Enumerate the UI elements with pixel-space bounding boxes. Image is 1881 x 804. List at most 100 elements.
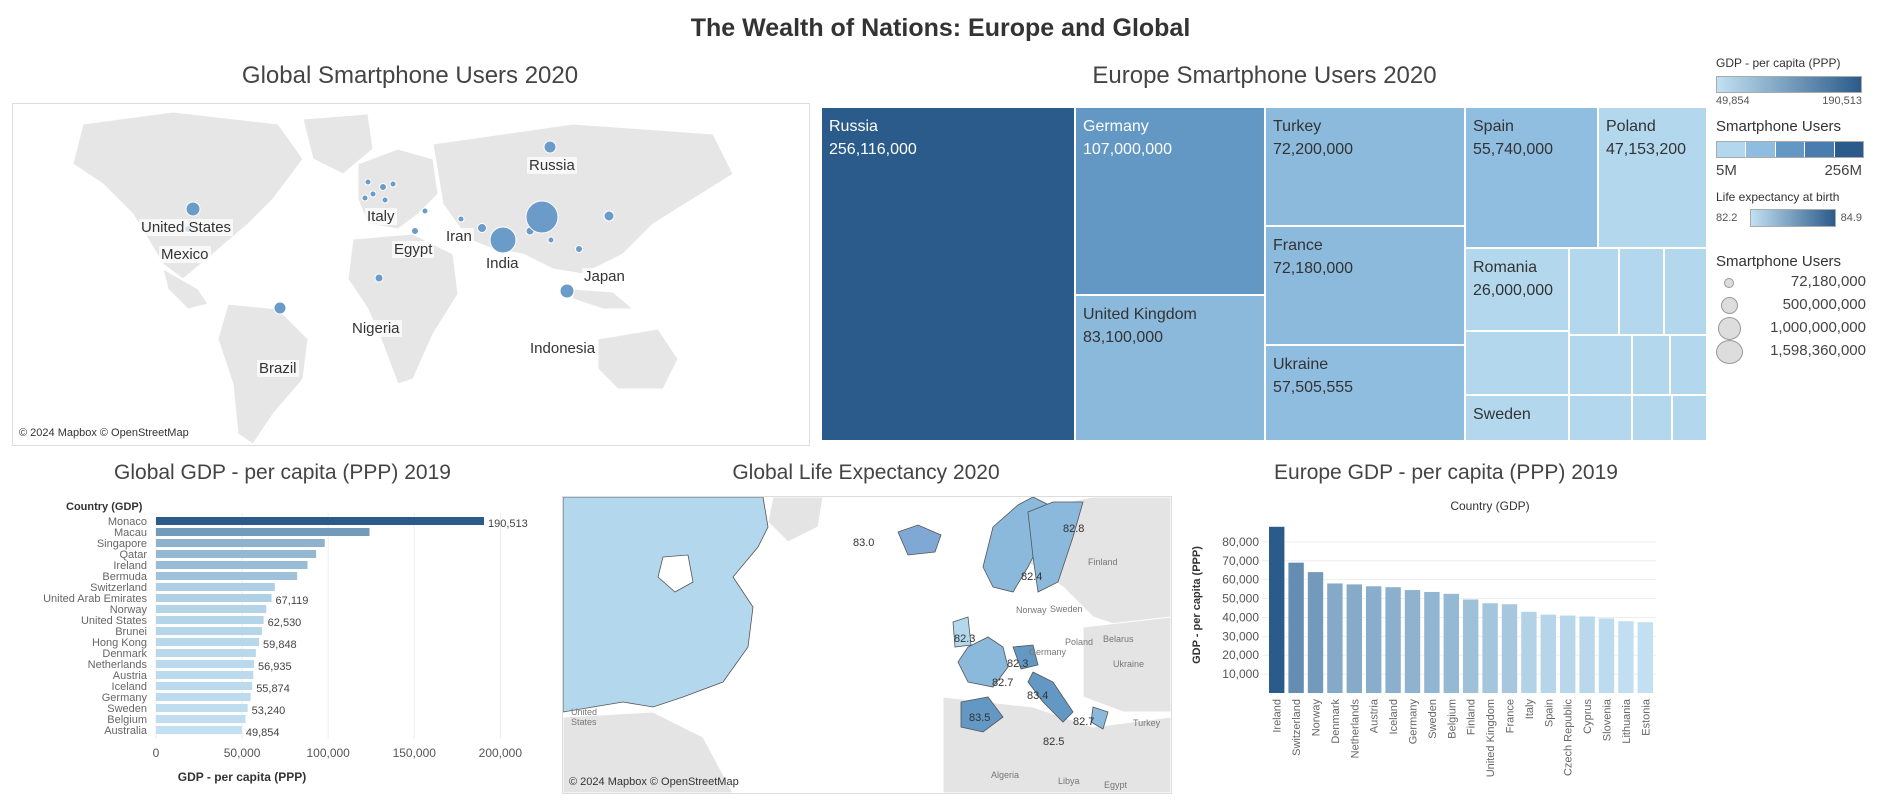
- gdp-category-label: Hong Kong: [92, 637, 147, 649]
- gdp-bar[interactable]: [156, 649, 256, 657]
- life-place-poland: Poland: [1065, 637, 1094, 647]
- europe-gdp-bar[interactable]: [1501, 604, 1518, 693]
- europe-gdp-bar[interactable]: [1404, 590, 1421, 693]
- gdp-category-label: United States: [81, 615, 148, 627]
- europe-gdp-bar[interactable]: [1579, 616, 1595, 694]
- treemap-cell-unlabeled-3[interactable]: [1619, 248, 1664, 335]
- europe-category-label: Denmark: [1330, 699, 1342, 744]
- gdp-value-label: 56,935: [258, 661, 292, 673]
- gdp-x-tick: 150,000: [393, 746, 437, 760]
- life-expectancy-title: Global Life Expectancy 2020: [732, 461, 1000, 484]
- europe-gdp-bar[interactable]: [1618, 621, 1634, 693]
- gdp-category-label: Singapore: [97, 538, 147, 550]
- map-label-united-states: United States: [139, 219, 234, 236]
- europe-gdp-bar[interactable]: [1637, 622, 1653, 693]
- gdp-bar[interactable]: [156, 561, 308, 569]
- europe-gdp-header: Country (GDP): [1450, 499, 1529, 513]
- life-place-united-states: United States: [571, 707, 598, 727]
- europe-category-label: Belgium: [1446, 699, 1458, 739]
- gdp-x-tick: 50,000: [224, 746, 261, 760]
- treemap-cell-spain[interactable]: Spain 55,740,000: [1465, 107, 1598, 248]
- gdp-value-label: 59,848: [263, 639, 297, 651]
- legend-smartphone-max: 256M: [1824, 162, 1862, 179]
- treemap-cell-germany[interactable]: Germany 107,000,000: [1075, 107, 1265, 295]
- gdp-bar[interactable]: [156, 583, 275, 591]
- gdp-bar[interactable]: [156, 693, 251, 701]
- europe-gdp-bar[interactable]: [1288, 562, 1304, 693]
- map-attribution: © 2024 Mapbox © OpenStreetMap: [19, 427, 189, 439]
- gdp-bar[interactable]: [156, 627, 262, 635]
- global-smartphone-title: Global Smartphone Users 2020: [241, 62, 579, 89]
- europe-gdp-bar[interactable]: [1327, 583, 1343, 693]
- treemap-cell-unlabeled-4[interactable]: [1664, 248, 1707, 335]
- europe-category-label: Estonia: [1640, 698, 1652, 736]
- life-expectancy-map[interactable]: 83.0 82.8 82.4 82.3 82.3 82.7 83.4 83.5 …: [562, 496, 1172, 794]
- treemap-label: France: [1273, 237, 1323, 254]
- treemap-cell-poland[interactable]: Poland 47,153,200: [1598, 107, 1707, 248]
- gdp-category-label: Brunei: [115, 626, 147, 638]
- treemap-cell-unlabeled-2[interactable]: [1569, 248, 1619, 335]
- gdp-bar[interactable]: [156, 704, 248, 712]
- gdp-category-label: Germany: [102, 692, 148, 704]
- europe-gdp-bar[interactable]: [1482, 603, 1498, 693]
- europe-gdp-bar[interactable]: [1424, 591, 1440, 693]
- europe-gdp-bar[interactable]: [1463, 599, 1479, 694]
- treemap-cell-unlabeled-7[interactable]: [1670, 335, 1707, 395]
- europe-gdp-bar[interactable]: [1385, 587, 1401, 693]
- life-place-norway: Norway: [1016, 605, 1047, 615]
- gdp-category-label: Macau: [114, 527, 147, 539]
- treemap-cell-turkey[interactable]: Turkey 72,200,000: [1265, 107, 1465, 226]
- gdp-bar[interactable]: [156, 517, 485, 525]
- gdp-category-label: Austria: [113, 670, 148, 682]
- treemap-cell-united-kingdom[interactable]: United Kingdom 83,100,000: [1075, 295, 1265, 441]
- europe-gdp-bar[interactable]: [1366, 586, 1382, 693]
- europe-gdp-bar[interactable]: [1560, 615, 1576, 693]
- gdp-bar[interactable]: [156, 660, 255, 668]
- life-label-spain: 83.5: [969, 712, 991, 724]
- treemap-cell-unlabeled-6[interactable]: [1632, 335, 1670, 395]
- europe-gdp-bar[interactable]: [1346, 584, 1362, 693]
- gdp-bar[interactable]: [156, 605, 267, 613]
- treemap-value: 72,200,000: [1273, 141, 1354, 158]
- life-label-sweden: 82.8: [1063, 523, 1085, 535]
- gdp-bar[interactable]: [156, 528, 370, 536]
- europe-category-label: Sweden: [1427, 699, 1439, 739]
- treemap-cell-russia[interactable]: Russia 256,116,000: [821, 107, 1075, 441]
- europe-gdp-bar[interactable]: [1443, 593, 1459, 693]
- europe-y-tick: 30,000: [1222, 629, 1259, 643]
- gdp-bar[interactable]: [156, 682, 253, 690]
- gdp-bar[interactable]: [156, 550, 317, 558]
- global-smartphone-map[interactable]: Russia United States Mexico Italy Egypt …: [12, 103, 810, 446]
- europe-gdp-bar[interactable]: [1540, 614, 1556, 693]
- gdp-bar[interactable]: [156, 616, 264, 624]
- treemap-cell-ukraine[interactable]: Ukraine 57,505,555: [1265, 345, 1465, 441]
- life-place-germany: Germany: [1029, 647, 1067, 657]
- treemap-cell-unlabeled-5[interactable]: [1569, 335, 1632, 395]
- gdp-bar[interactable]: [156, 572, 298, 580]
- gdp-bar[interactable]: [156, 671, 254, 679]
- europe-gdp-bar[interactable]: [1307, 572, 1324, 693]
- treemap-cell-unlabeled-1[interactable]: [1465, 331, 1569, 395]
- europe-gdp-bar[interactable]: [1269, 526, 1285, 693]
- europe-category-label: Lithuania: [1621, 698, 1633, 744]
- treemap-cell-unlabeled-9[interactable]: [1632, 395, 1672, 441]
- treemap-cell-romania[interactable]: Romania 26,000,000: [1465, 248, 1569, 331]
- gdp-bar[interactable]: [156, 638, 260, 646]
- treemap-cell-sweden[interactable]: Sweden: [1465, 395, 1569, 441]
- life-place-finland: Finland: [1088, 557, 1118, 567]
- legend-smartphone-size-title: Smartphone Users: [1716, 253, 1842, 270]
- gdp-bar[interactable]: [156, 594, 272, 602]
- gdp-bar[interactable]: [156, 726, 242, 734]
- treemap-cell-france[interactable]: France 72,180,000: [1265, 226, 1465, 345]
- europe-gdp-bar[interactable]: [1521, 611, 1537, 693]
- gdp-bar[interactable]: [156, 539, 325, 547]
- life-label-switzerland: 83.4: [1027, 690, 1049, 702]
- life-label-belgium: 82.3: [1007, 658, 1029, 670]
- treemap-cell-unlabeled-8[interactable]: [1569, 395, 1632, 441]
- map-label-russia: Russia: [527, 157, 577, 174]
- treemap-cell-unlabeled-10[interactable]: [1672, 395, 1707, 441]
- gdp-bar[interactable]: [156, 715, 246, 723]
- gdp-category-label: Bermuda: [102, 571, 148, 583]
- treemap-label: United Kingdom: [1083, 306, 1197, 323]
- europe-gdp-bar[interactable]: [1598, 618, 1615, 693]
